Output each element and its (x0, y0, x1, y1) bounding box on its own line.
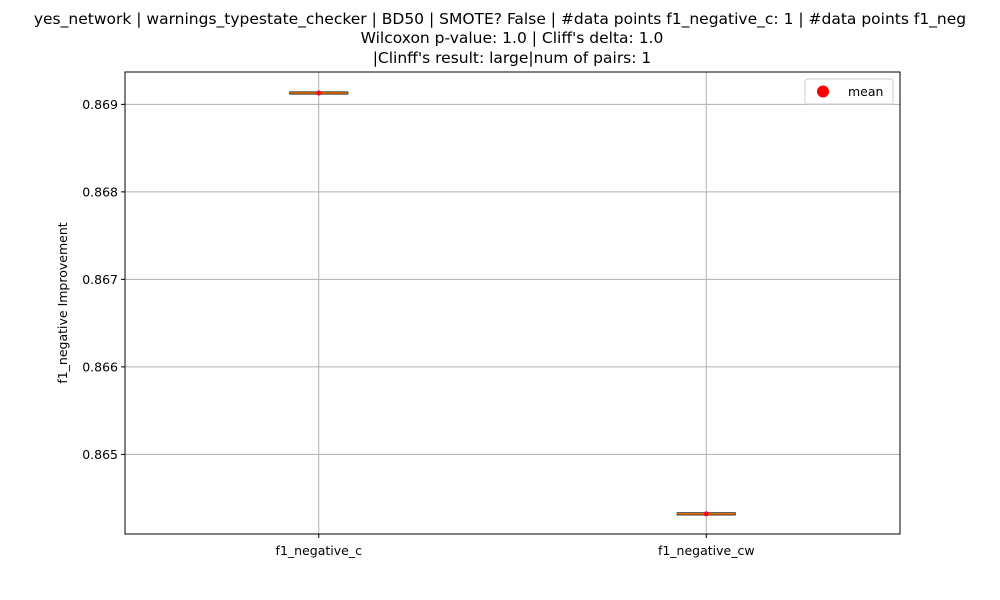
chart-title-line-2: Wilcoxon p-value: 1.0 | Cliff's delta: 1… (361, 29, 664, 47)
y-tick-label: 0.866 (82, 359, 118, 374)
grid-lines (125, 72, 900, 534)
mean-markers (316, 90, 709, 517)
y-axis-ticks: 0.865 0.866 0.867 0.868 0.869 (82, 97, 125, 462)
chart-title: yes_network | warnings_typestate_checker… (34, 10, 966, 67)
mean-marker-f1_negative_cw (703, 511, 709, 517)
x-tick-label: f1_negative_c (276, 543, 363, 558)
plot-area-frame (124, 71, 901, 535)
y-tick-label: 0.868 (82, 184, 118, 199)
chart-title-line-3: |Clinff's result: large|num of pairs: 1 (373, 49, 652, 67)
y-tick-label: 0.867 (82, 272, 118, 287)
mean-marker-f1_negative_c (316, 90, 322, 96)
x-axis-ticks: f1_negative_c f1_negative_cw (276, 534, 755, 558)
x-tick-label: f1_negative_cw (658, 543, 755, 558)
y-axis-label: f1_negative Improvement (55, 222, 70, 383)
legend-mean-marker-icon (817, 85, 829, 98)
legend-mean-label: mean (848, 84, 883, 99)
chart-title-line-1: yes_network | warnings_typestate_checker… (34, 10, 966, 29)
y-tick-label: 0.869 (82, 97, 118, 112)
y-tick-label: 0.865 (82, 447, 118, 462)
legend: mean (804, 78, 894, 105)
legend-frame (804, 78, 894, 105)
